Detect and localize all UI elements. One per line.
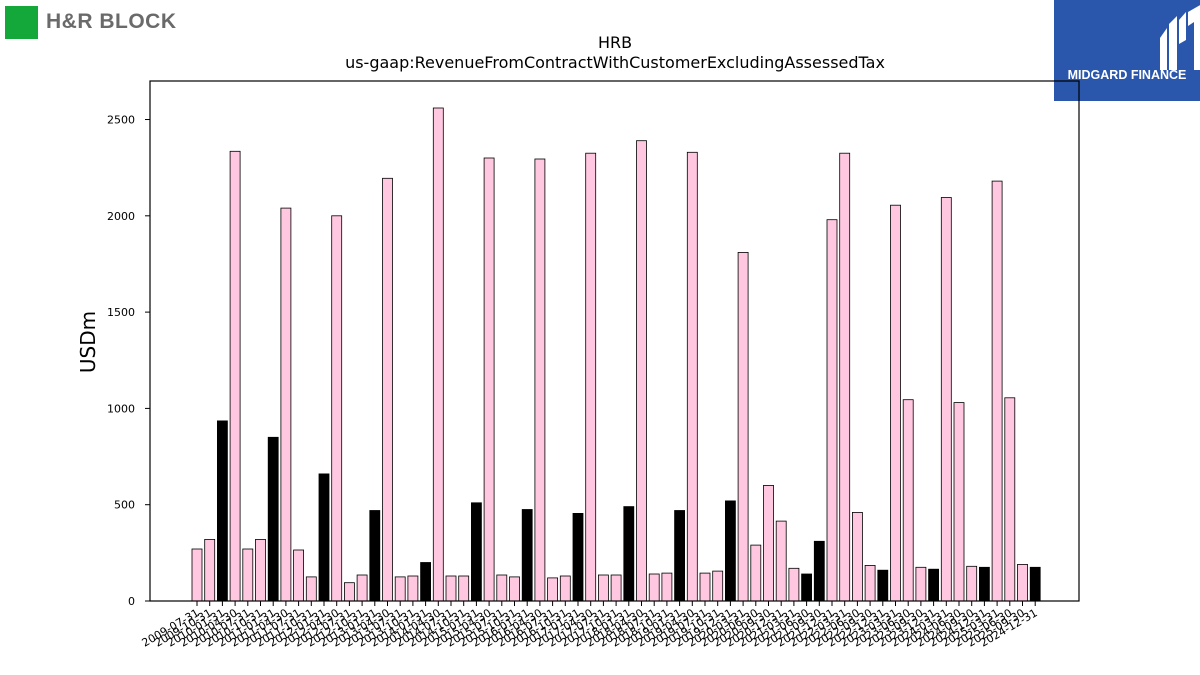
bar-2014-10-31 — [458, 575, 470, 602]
bar-2019-04-30 — [686, 151, 698, 602]
bar-2010-07-31 — [242, 548, 254, 602]
bar-2025-12-31 — [1029, 566, 1041, 602]
bar-2019-10-31 — [712, 570, 724, 602]
hrblock-logo: H&R BLOCK — [5, 5, 177, 39]
bar-2021-12-31 — [826, 219, 838, 602]
bar-2025-06-30 — [1004, 397, 1016, 602]
chart-subtitle: us-gaap:RevenueFromContractWithCustomerE… — [345, 53, 885, 72]
bar-2024-12-31 — [979, 566, 990, 602]
bar-2021-03-31 — [788, 567, 800, 602]
bar-2022-06-30 — [852, 512, 863, 602]
x-axis-ticks: 2009-07-312009-10-312010-01-312010-04-30… — [140, 601, 1040, 650]
hrblock-logo-text: H&R BLOCK — [46, 10, 177, 33]
y-tick-label: 1000 — [107, 402, 135, 415]
bar-2020-06-30 — [750, 544, 762, 602]
y-tick-label: 1500 — [107, 306, 135, 319]
bar-2022-09-30 — [864, 565, 876, 602]
bar-2018-01-31 — [623, 506, 635, 602]
bar-2012-01-31 — [318, 473, 330, 602]
bar-2010-01-31 — [216, 420, 228, 602]
bar-2024-06-30 — [953, 402, 965, 602]
y-tick-label: 2000 — [107, 210, 135, 223]
bar-2023-06-30 — [902, 399, 914, 602]
bar-2013-10-31 — [407, 575, 419, 602]
bar-2024-03-31 — [940, 197, 952, 602]
bar-2010-04-30 — [229, 150, 241, 602]
bar-2013-04-30 — [382, 177, 393, 602]
bar-2010-10-31 — [255, 539, 266, 602]
bar-2022-12-31 — [877, 569, 889, 602]
bar-2025-03-31 — [991, 180, 1003, 602]
bar-2013-07-31 — [394, 576, 406, 602]
bar-2023-12-31 — [928, 568, 939, 602]
bar-2019-12-31 — [725, 500, 736, 602]
bar-2011-01-31 — [267, 436, 279, 602]
hrblock-logo-square-icon — [5, 5, 38, 39]
bar-2014-07-31 — [445, 575, 457, 602]
bar-2009-10-31 — [204, 539, 216, 602]
bar-2011-10-31 — [305, 576, 317, 602]
bar-2023-03-31 — [890, 204, 901, 602]
bar-2020-03-31 — [737, 251, 749, 602]
bar-2018-07-31 — [648, 573, 660, 602]
y-axis-label: USDm — [76, 311, 100, 373]
bar-2015-01-31 — [470, 502, 482, 602]
y-axis-ticks: 0 500 1000 1500 2000 2500 — [107, 114, 150, 608]
bar-2019-07-31 — [699, 572, 711, 602]
bar-2021-09-30 — [813, 540, 825, 602]
bar-2022-03-31 — [839, 152, 851, 602]
bar-2011-07-31 — [293, 549, 305, 602]
bar-2016-04-30 — [534, 158, 546, 602]
bar-2013-01-31 — [369, 510, 381, 602]
bar-2017-07-31 — [598, 574, 609, 602]
bar-2009-07-31 — [191, 548, 203, 602]
bar-2021-06-30 — [801, 573, 812, 602]
plot-frame — [149, 80, 1080, 602]
bar-2014-01-31 — [420, 562, 432, 602]
bar-2015-10-31 — [509, 576, 520, 602]
bar-2018-04-30 — [636, 140, 647, 602]
bar-2017-01-31 — [572, 513, 584, 602]
bar-2018-10-31 — [661, 572, 673, 602]
bar-2012-04-30 — [331, 215, 343, 602]
midgard-logo: MIDGARD FINANCE — [1054, 0, 1200, 101]
bar-2020-09-30 — [763, 484, 774, 602]
bar-2024-09-30 — [966, 565, 978, 602]
bar-2020-12-31 — [775, 520, 787, 602]
bar-2012-07-31 — [343, 582, 355, 602]
bar-2015-07-31 — [496, 574, 508, 602]
bar-2014-04-30 — [432, 107, 444, 602]
bar-2016-07-31 — [547, 577, 558, 602]
y-tick-label: 500 — [114, 499, 135, 512]
y-tick-label: 0 — [128, 595, 135, 608]
bar-2016-10-31 — [559, 575, 571, 602]
bar-2019-01-31 — [674, 510, 685, 602]
bar-2015-04-30 — [483, 157, 495, 602]
bar-2016-01-31 — [521, 509, 533, 602]
bar-2017-10-31 — [610, 574, 622, 602]
bar-2025-09-30 — [1017, 564, 1028, 602]
y-tick-label: 2500 — [107, 114, 135, 127]
midgard-logo-text: MIDGARD FINANCE — [1067, 68, 1187, 82]
bars-group — [191, 107, 1041, 602]
bar-2012-10-31 — [356, 574, 368, 602]
bar-2017-04-30 — [585, 152, 597, 602]
bar-2023-09-30 — [915, 566, 927, 602]
midgard-logo-mark-icon — [1160, 5, 1200, 70]
chart-title: HRB — [598, 33, 632, 52]
bar-2011-04-30 — [280, 207, 292, 602]
